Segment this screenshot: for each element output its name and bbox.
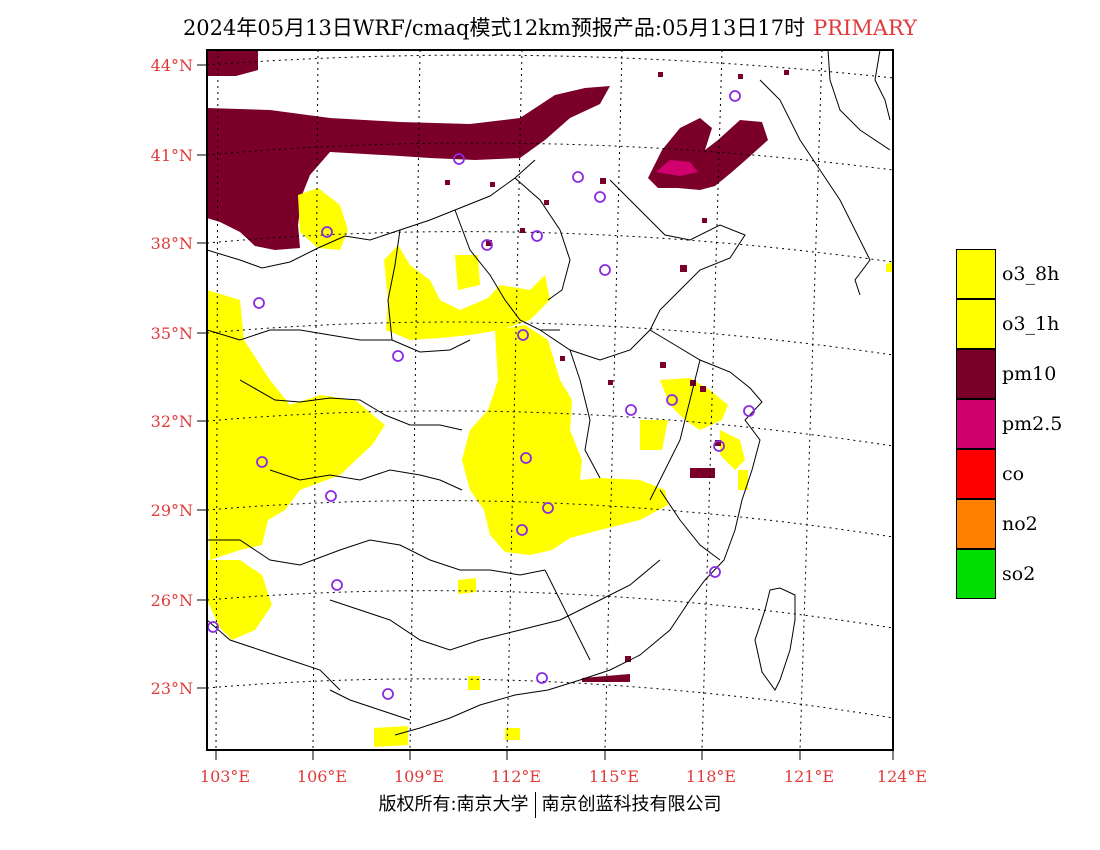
legend-swatch: [956, 249, 996, 299]
pm25-northeast-patch: [656, 160, 698, 176]
copyright-footer: 版权所有:南京大学 南京创蓝科技有限公司: [0, 790, 1100, 818]
title-primary-tag: PRIMARY: [813, 16, 918, 40]
legend-swatch: [956, 549, 996, 599]
lat-ticks: [197, 64, 207, 689]
legend-label: o3_8h: [1002, 263, 1060, 285]
graticule: [207, 50, 893, 750]
lon-label-109: 109°E: [394, 767, 444, 786]
lon-label-118: 118°E: [686, 767, 736, 786]
legend-label: so2: [1002, 563, 1036, 585]
lat-label-35: 35°N: [151, 324, 193, 343]
lon-label-115: 115°E: [589, 767, 639, 786]
ozone-areas: [207, 188, 893, 747]
legend-swatch: [956, 299, 996, 349]
legend-swatch: [956, 499, 996, 549]
lat-label-23: 23°N: [151, 679, 193, 698]
legend-swatch: [956, 399, 996, 449]
footer-right: 南京创蓝科技有限公司: [541, 794, 722, 815]
lat-label-26: 26°N: [151, 591, 193, 610]
lat-label-41: 41°N: [151, 146, 193, 165]
lat-label-44: 44°N: [151, 56, 193, 75]
lon-labels: 103°E 106°E 109°E 112°E 115°E 118°E 121°…: [200, 767, 927, 786]
map-frame: [206, 49, 894, 751]
legend-label: pm2.5: [1002, 413, 1063, 435]
pm10-north-band: [207, 86, 610, 250]
legend-label: co: [1002, 463, 1025, 485]
pm10-northeast-patch: [648, 118, 768, 190]
legend-label: pm10: [1002, 363, 1057, 385]
legend-label: o3_1h: [1002, 313, 1060, 335]
lon-label-124: 124°E: [877, 767, 927, 786]
legend-swatch: [956, 349, 996, 399]
legend-swatch: [956, 449, 996, 499]
lat-label-38: 38°N: [151, 234, 193, 253]
legend-label: no2: [1002, 513, 1038, 535]
lat-label-29: 29°N: [151, 501, 193, 520]
station-markers: [207, 90, 755, 700]
footer-separator: [534, 792, 536, 818]
pm10-specks: [445, 70, 789, 662]
pm10-east-spot: [690, 468, 715, 478]
pm10-south-coast: [582, 674, 630, 682]
lon-label-103: 103°E: [200, 767, 250, 786]
footer-left: 版权所有:南京大学: [378, 794, 529, 815]
map-title: 2024年05月13日WRF/cmaq模式12km预报产品:05月13日17时 P…: [0, 12, 1100, 42]
title-text: 2024年05月13日WRF/cmaq模式12km预报产品:05月13日17时: [182, 16, 806, 40]
boundary-lines: [207, 50, 891, 736]
lat-label-32: 32°N: [151, 412, 193, 431]
lon-label-106: 106°E: [297, 767, 347, 786]
lat-labels: 44°N 41°N 38°N 35°N 32°N 29°N 26°N 23°N: [151, 56, 193, 698]
lon-ticks: [215, 750, 894, 760]
lon-label-112: 112°E: [491, 767, 541, 786]
lon-label-121: 121°E: [784, 767, 834, 786]
